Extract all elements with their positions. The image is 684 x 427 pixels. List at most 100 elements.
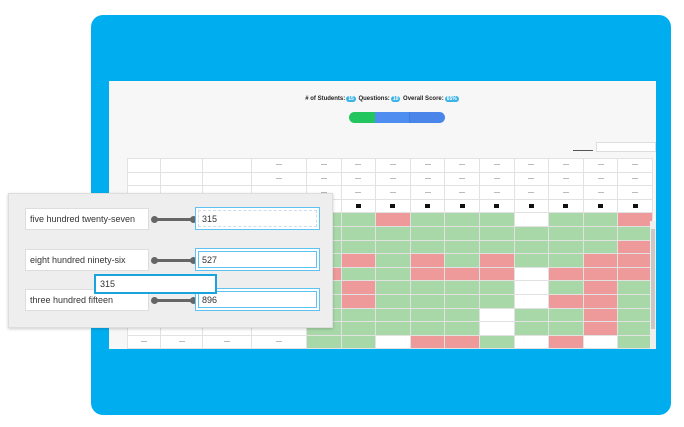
- match-prompt: eight hundred ninety-six: [25, 249, 149, 271]
- scrollbar[interactable]: [650, 221, 656, 349]
- table-cell: [306, 171, 342, 187]
- table-cell: [617, 307, 653, 323]
- connector-line: [151, 216, 197, 223]
- table-cell: [513, 321, 550, 336]
- table-cell: [548, 321, 584, 336]
- table-cell: [409, 212, 446, 227]
- search-label: [573, 150, 593, 151]
- table-cell: [478, 185, 515, 200]
- table-cell: [409, 185, 446, 200]
- table-cell: [548, 239, 584, 255]
- table-cell: [617, 185, 653, 200]
- table-cell: [375, 253, 411, 268]
- question-icon: [563, 203, 569, 208]
- table-cell: [582, 158, 619, 173]
- table-cell: [582, 239, 619, 255]
- table-cell: [160, 158, 203, 173]
- answer-slot[interactable]: 315: [195, 207, 320, 230]
- table-cell: [127, 171, 161, 187]
- table-cell: [409, 266, 446, 282]
- table-cell: [340, 266, 377, 282]
- table-cell: [513, 280, 550, 295]
- table-cell: [513, 334, 550, 349]
- table-cell: [548, 280, 584, 295]
- table-row: [127, 334, 653, 349]
- table-cell: [548, 293, 584, 309]
- table-cell: [409, 158, 446, 173]
- table-cell: [582, 185, 619, 200]
- table-cell: [617, 198, 653, 214]
- table-cell: [513, 266, 550, 282]
- table-cell: [375, 158, 411, 173]
- score-badge: 65%: [444, 96, 459, 102]
- table-cell: [478, 307, 515, 323]
- search-input[interactable]: [596, 142, 656, 152]
- table-cell: [582, 171, 619, 187]
- table-cell: [160, 171, 203, 187]
- table-cell: [548, 171, 584, 187]
- table-cell: [340, 321, 377, 336]
- table-cell: [617, 334, 653, 349]
- table-cell: [513, 198, 550, 214]
- table-cell: [409, 253, 446, 268]
- table-cell: [375, 212, 411, 227]
- table-cell: [582, 280, 619, 295]
- answer-value: 896: [198, 291, 317, 308]
- table-cell: [340, 307, 377, 323]
- connector-line: [151, 257, 197, 264]
- table-cell: [513, 185, 550, 200]
- table-cell: [582, 334, 619, 349]
- table-cell: [548, 212, 584, 227]
- table-cell: [251, 171, 307, 187]
- table-cell: [617, 171, 653, 187]
- answer-value: 315: [198, 210, 317, 227]
- table-cell: [582, 253, 619, 268]
- table-cell: [202, 171, 252, 187]
- table-cell: [513, 307, 550, 323]
- table-cell: [548, 334, 584, 349]
- table-cell: [251, 334, 307, 349]
- table-cell: [306, 158, 342, 173]
- question-icon: [632, 203, 638, 208]
- table-cell: [340, 158, 377, 173]
- table-cell: [444, 293, 480, 309]
- question-icon: [459, 203, 465, 208]
- question-icon: [528, 203, 534, 208]
- students-label: # of Students:: [305, 96, 346, 102]
- table-cell: [617, 239, 653, 255]
- table-cell: [548, 198, 584, 214]
- table-cell: [160, 334, 203, 349]
- dragging-answer-chip[interactable]: 315: [94, 274, 217, 294]
- table-cell: [582, 307, 619, 323]
- table-cell: [375, 266, 411, 282]
- table-cell: [513, 225, 550, 241]
- table-cell: [409, 307, 446, 323]
- score-label: Overall Score:: [403, 96, 444, 102]
- matching-question-panel: five hundred twenty-seven 315 eight hundr…: [8, 193, 333, 328]
- table-cell: [617, 293, 653, 309]
- table-cell: [444, 266, 480, 282]
- table-cell: [582, 225, 619, 241]
- table-cell: [127, 158, 161, 173]
- match-prompt: three hundred fifteen: [25, 289, 149, 311]
- table-cell: [478, 171, 515, 187]
- table-cell: [375, 198, 411, 214]
- table-cell: [340, 198, 377, 214]
- table-cell: [582, 212, 619, 227]
- answer-slot[interactable]: 527: [195, 248, 320, 271]
- answer-slot[interactable]: 896: [195, 288, 320, 311]
- table-cell: [617, 321, 653, 336]
- table-cell: [409, 321, 446, 336]
- table-cell: [409, 334, 446, 349]
- table-cell: [375, 239, 411, 255]
- table-cell: [375, 293, 411, 309]
- table-cell: [548, 185, 584, 200]
- table-cell: [582, 321, 619, 336]
- table-cell: [582, 198, 619, 214]
- table-cell: [478, 225, 515, 241]
- table-cell: [444, 334, 480, 349]
- table-cell: [617, 225, 653, 241]
- table-cell: [513, 293, 550, 309]
- table-cell: [478, 198, 515, 214]
- table-cell: [202, 158, 252, 173]
